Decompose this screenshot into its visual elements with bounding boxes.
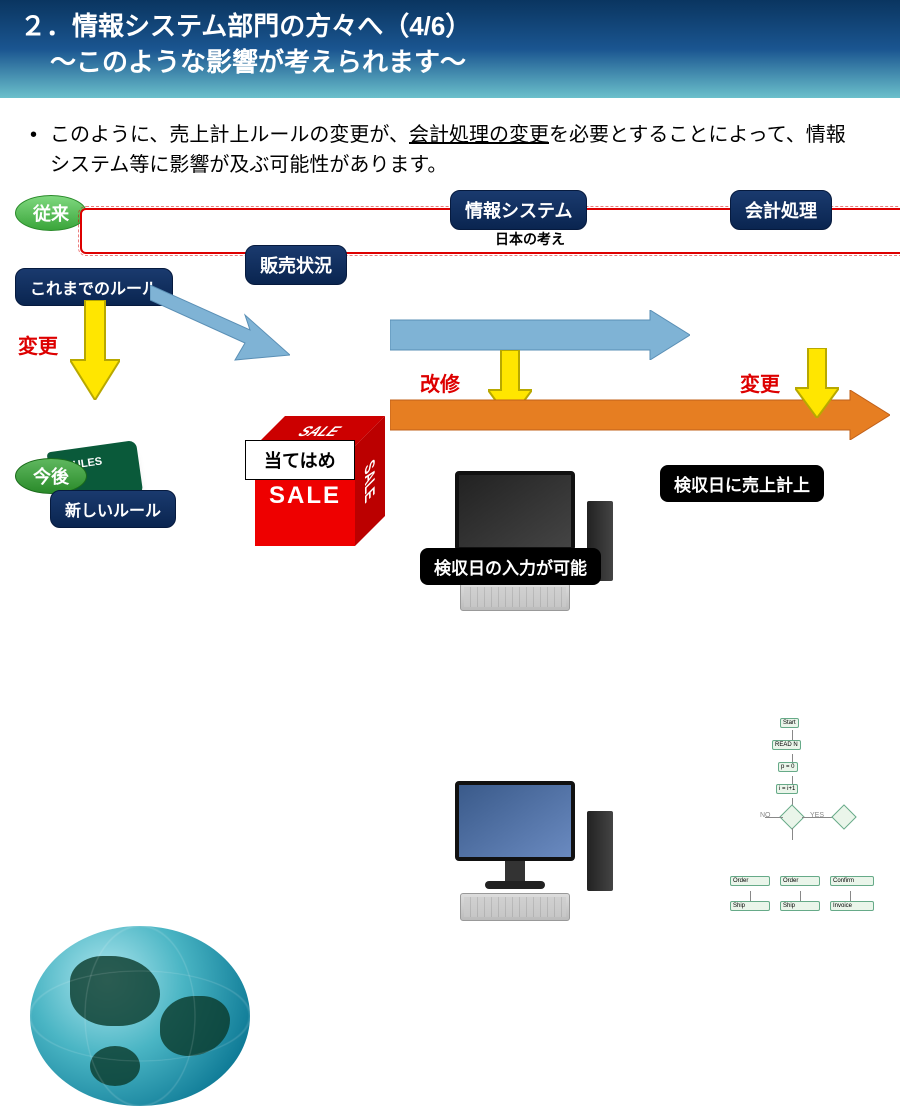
slide-header: ２．情報システム部門の方々へ（4/6） ～このような影響が考えられます～ (0, 0, 900, 98)
stamp-line2: 日本の考え (90, 231, 900, 248)
globe-icon (30, 926, 250, 1106)
monitor-bottom-icon (445, 781, 585, 901)
pill-future: 今後 (15, 458, 87, 494)
box-sales-status: 販売状況 (245, 245, 347, 285)
sale-cube-icon: SALE SALE SALE (255, 416, 385, 546)
box-apply: 当てはめ (245, 440, 355, 480)
box-info-system: 情報システム (450, 190, 587, 230)
arrow-blue-right (390, 310, 690, 360)
bullet-paragraph: このように、売上計上ルールの変更が、会計処理の変更を必要とすることによって、情報… (0, 98, 900, 190)
box-accounting: 会計処理 (730, 190, 832, 230)
box-new-rule: 新しいルール (50, 490, 176, 528)
header-line2: ～このような影響が考えられます～ (50, 44, 880, 80)
red-change-1: 変更 (18, 330, 58, 359)
header-line1: ２．情報システム部門の方々へ（4/6） (20, 8, 880, 44)
bullet-underlined: 会計処理の変更 (409, 124, 549, 146)
red-change-2: 変更 (740, 368, 780, 397)
flowchart-mini-icon: Start READ N p = 0 i = i+1 YES NO Order … (720, 716, 880, 916)
arrow-yellow-down-3 (795, 348, 839, 418)
bullet-pre: このように、売上計上ルールの変更が、 (50, 124, 409, 146)
box-input-possible: 検収日の入力が可能 (420, 548, 601, 585)
arrow-blue-diag (150, 285, 290, 365)
diagram-canvas: 従来 従来の 日本の考え これまでのルール 変更 RULES 今後 新しいルール… (0, 190, 900, 620)
arrow-yellow-down-1 (70, 300, 120, 400)
box-record-on-receipt: 検収日に売上計上 (660, 465, 824, 502)
pill-conventional: 従来 (15, 195, 87, 231)
